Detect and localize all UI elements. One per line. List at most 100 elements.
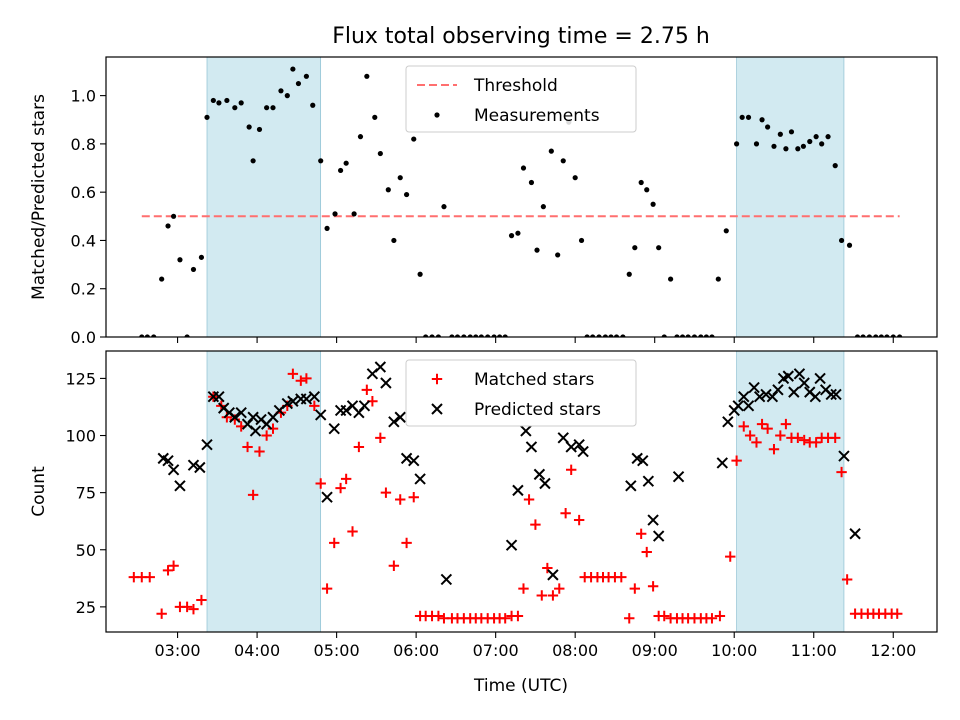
matched-star-point (433, 610, 444, 622)
predicted-star-point (573, 438, 585, 451)
predicted-star-point (408, 454, 420, 467)
measurement-point (324, 225, 330, 231)
predicted-star-point (625, 480, 637, 492)
measurement-point (198, 254, 205, 260)
matched-star-point (329, 537, 340, 549)
measurement-point (343, 160, 349, 166)
matched-star-point (162, 565, 174, 576)
predicted-star-point (565, 441, 577, 453)
measurement-point (411, 136, 417, 142)
measurement-point (596, 334, 602, 337)
matched-star-point (775, 430, 786, 441)
predicted-star-point (374, 361, 387, 373)
matched-star-point (768, 444, 780, 455)
measurement-point (478, 334, 484, 337)
shaded-interval-1 (206, 350, 322, 633)
predicted-star-point (394, 411, 406, 423)
measurement-point (854, 334, 861, 337)
legend-label: Predicted stars (474, 400, 601, 420)
predicted-star-point (308, 390, 321, 403)
matched-star-point (560, 508, 571, 519)
measurement-point (159, 276, 165, 282)
x-tick-label: 06:00 (393, 641, 439, 660)
measurement-point (661, 334, 667, 337)
measurement-point (204, 114, 210, 120)
predicted-star-point (533, 468, 546, 481)
measurement-point (170, 213, 177, 219)
measurement-point (819, 141, 825, 147)
measurement-point (264, 105, 270, 111)
measurement-point (403, 191, 410, 198)
y-tick-label: 0.8 (71, 135, 96, 154)
measurement-point (184, 334, 190, 337)
measurement-point (351, 211, 357, 217)
top-panel: 0.0 0.2 0.4 0.6 0.8 1.0 Matched/Predicted star… (29, 56, 938, 347)
measurement-point (860, 334, 866, 337)
x-tick-label: 03:00 (155, 641, 201, 660)
measurement-point (151, 334, 157, 337)
matched-star-point (523, 494, 535, 505)
predicted-star-point (414, 473, 426, 485)
matched-star-point (706, 613, 718, 624)
matched-star-point (616, 571, 627, 583)
matched-star-point (647, 581, 659, 592)
predicted-star-point (732, 400, 744, 412)
predicted-star-point (742, 400, 755, 412)
legend-label: Matched stars (474, 370, 594, 390)
measurement-point (485, 334, 491, 337)
matched-star-point (751, 437, 762, 448)
y-tick-label: 0.4 (71, 231, 96, 250)
matched-star-point (542, 562, 553, 574)
measurement-point (385, 187, 391, 193)
matched-star-point (641, 546, 652, 558)
matched-star-point (841, 574, 853, 585)
y-tick-label: 0.2 (71, 280, 96, 299)
matched-star-point (242, 441, 253, 453)
measurement-point (884, 334, 890, 337)
predicted-star-point (738, 390, 750, 403)
measurement-point (454, 334, 461, 337)
predicted-star-point (577, 445, 589, 458)
shaded-interval-2 (736, 56, 845, 338)
predicted-star-point (793, 368, 806, 380)
x-tick-label: 05:00 (314, 641, 360, 660)
matched-star-point (301, 373, 312, 384)
predicted-star-point (388, 416, 400, 428)
measurement-point (303, 73, 309, 79)
matched-star-point (659, 610, 670, 622)
predicted-star-point (505, 539, 518, 551)
x-tick-label: 07:00 (473, 641, 519, 660)
predicted-star-point (760, 388, 772, 401)
measurement-point (555, 252, 561, 258)
predicted-star-point (201, 438, 213, 451)
data-layer (139, 66, 903, 337)
matched-star-point (830, 432, 841, 444)
predicted-star-point (814, 372, 826, 385)
measurement-point (723, 228, 729, 234)
y-tick-label: 0.6 (71, 183, 96, 202)
measurement-point (246, 124, 252, 130)
matched-star-point (188, 603, 199, 615)
measurement-point (788, 129, 795, 135)
legend-label: Threshold (473, 76, 558, 96)
measurement-point (650, 201, 656, 207)
measurement-point (270, 105, 276, 111)
measurement-point (825, 134, 831, 140)
matched-star-point (395, 494, 406, 505)
measurement-point (572, 175, 578, 181)
legend: Threshold Measurements (405, 65, 637, 133)
predicted-star-point (830, 388, 842, 401)
matched-star-point (499, 613, 511, 624)
measurement-point (391, 237, 397, 244)
measurement-point (644, 187, 650, 193)
matched-star-point (295, 375, 307, 386)
measurement-point (238, 100, 244, 106)
predicted-star-point (825, 388, 837, 401)
x-tick-label: 08:00 (552, 641, 598, 660)
measurement-point (685, 334, 691, 337)
measurement-point (698, 334, 704, 337)
measurement-point (656, 245, 662, 251)
measurement-point (878, 334, 884, 337)
matched-star-point (725, 551, 736, 562)
measurement-point (890, 334, 896, 337)
